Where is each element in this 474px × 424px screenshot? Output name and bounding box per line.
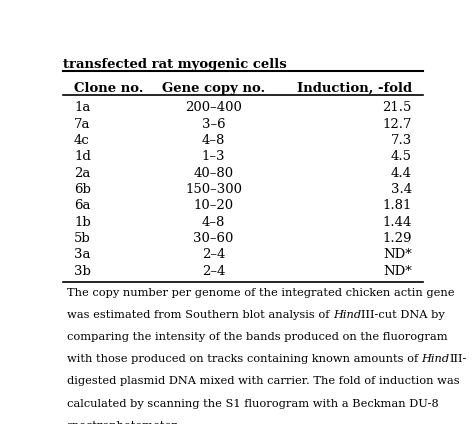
Text: 30–60: 30–60 xyxy=(193,232,234,245)
Text: Hind: Hind xyxy=(421,354,450,364)
Text: Induction, -fold: Induction, -fold xyxy=(297,82,412,95)
Text: 2–4: 2–4 xyxy=(202,265,225,278)
Text: 200–400: 200–400 xyxy=(185,101,242,114)
Text: 21.5: 21.5 xyxy=(383,101,412,114)
Text: 3b: 3b xyxy=(74,265,91,278)
Text: III-: III- xyxy=(450,354,467,364)
Text: ND*: ND* xyxy=(383,248,412,262)
Text: 12.7: 12.7 xyxy=(383,118,412,131)
Text: spectrophotometer.: spectrophotometer. xyxy=(66,421,180,424)
Text: 10–20: 10–20 xyxy=(193,199,234,212)
Text: 1.44: 1.44 xyxy=(383,216,412,229)
Text: Hind: Hind xyxy=(333,310,361,320)
Text: III-cut DNA by: III-cut DNA by xyxy=(361,310,445,320)
Text: 1–3: 1–3 xyxy=(202,151,225,164)
Text: 1b: 1b xyxy=(74,216,91,229)
Text: 1d: 1d xyxy=(74,151,91,164)
Text: 3.4: 3.4 xyxy=(391,183,412,196)
Text: 3a: 3a xyxy=(74,248,91,262)
Text: 1.81: 1.81 xyxy=(383,199,412,212)
Text: 5b: 5b xyxy=(74,232,91,245)
Text: 4–8: 4–8 xyxy=(202,216,225,229)
Text: was estimated from Southern blot analysis of: was estimated from Southern blot analysi… xyxy=(66,310,333,320)
Text: 2–4: 2–4 xyxy=(202,248,225,262)
Text: 3–6: 3–6 xyxy=(202,118,225,131)
Text: 7a: 7a xyxy=(74,118,91,131)
Text: with those produced on tracks containing known amounts of: with those produced on tracks containing… xyxy=(66,354,421,364)
Text: 1.29: 1.29 xyxy=(383,232,412,245)
Text: Gene copy no.: Gene copy no. xyxy=(162,82,265,95)
Text: 4.5: 4.5 xyxy=(391,151,412,164)
Text: 7.3: 7.3 xyxy=(391,134,412,147)
Text: 4.4: 4.4 xyxy=(391,167,412,180)
Text: 40–80: 40–80 xyxy=(193,167,234,180)
Text: 6b: 6b xyxy=(74,183,91,196)
Text: transfected rat myogenic cells: transfected rat myogenic cells xyxy=(63,58,287,71)
Text: 4–8: 4–8 xyxy=(202,134,225,147)
Text: calculated by scanning the S1 fluorogram with a Beckman DU-8: calculated by scanning the S1 fluorogram… xyxy=(66,399,438,409)
Text: The copy number per genome of the integrated chicken actin gene: The copy number per genome of the integr… xyxy=(66,287,454,298)
Text: digested plasmid DNA mixed with carrier. The fold of induction was: digested plasmid DNA mixed with carrier.… xyxy=(66,377,459,386)
Text: 150–300: 150–300 xyxy=(185,183,242,196)
Text: 4c: 4c xyxy=(74,134,90,147)
Text: 2a: 2a xyxy=(74,167,91,180)
Text: Clone no.: Clone no. xyxy=(74,82,144,95)
Text: ND*: ND* xyxy=(383,265,412,278)
Text: 6a: 6a xyxy=(74,199,91,212)
Text: comparing the intensity of the bands produced on the fluorogram: comparing the intensity of the bands pro… xyxy=(66,332,447,342)
Text: 1a: 1a xyxy=(74,101,91,114)
